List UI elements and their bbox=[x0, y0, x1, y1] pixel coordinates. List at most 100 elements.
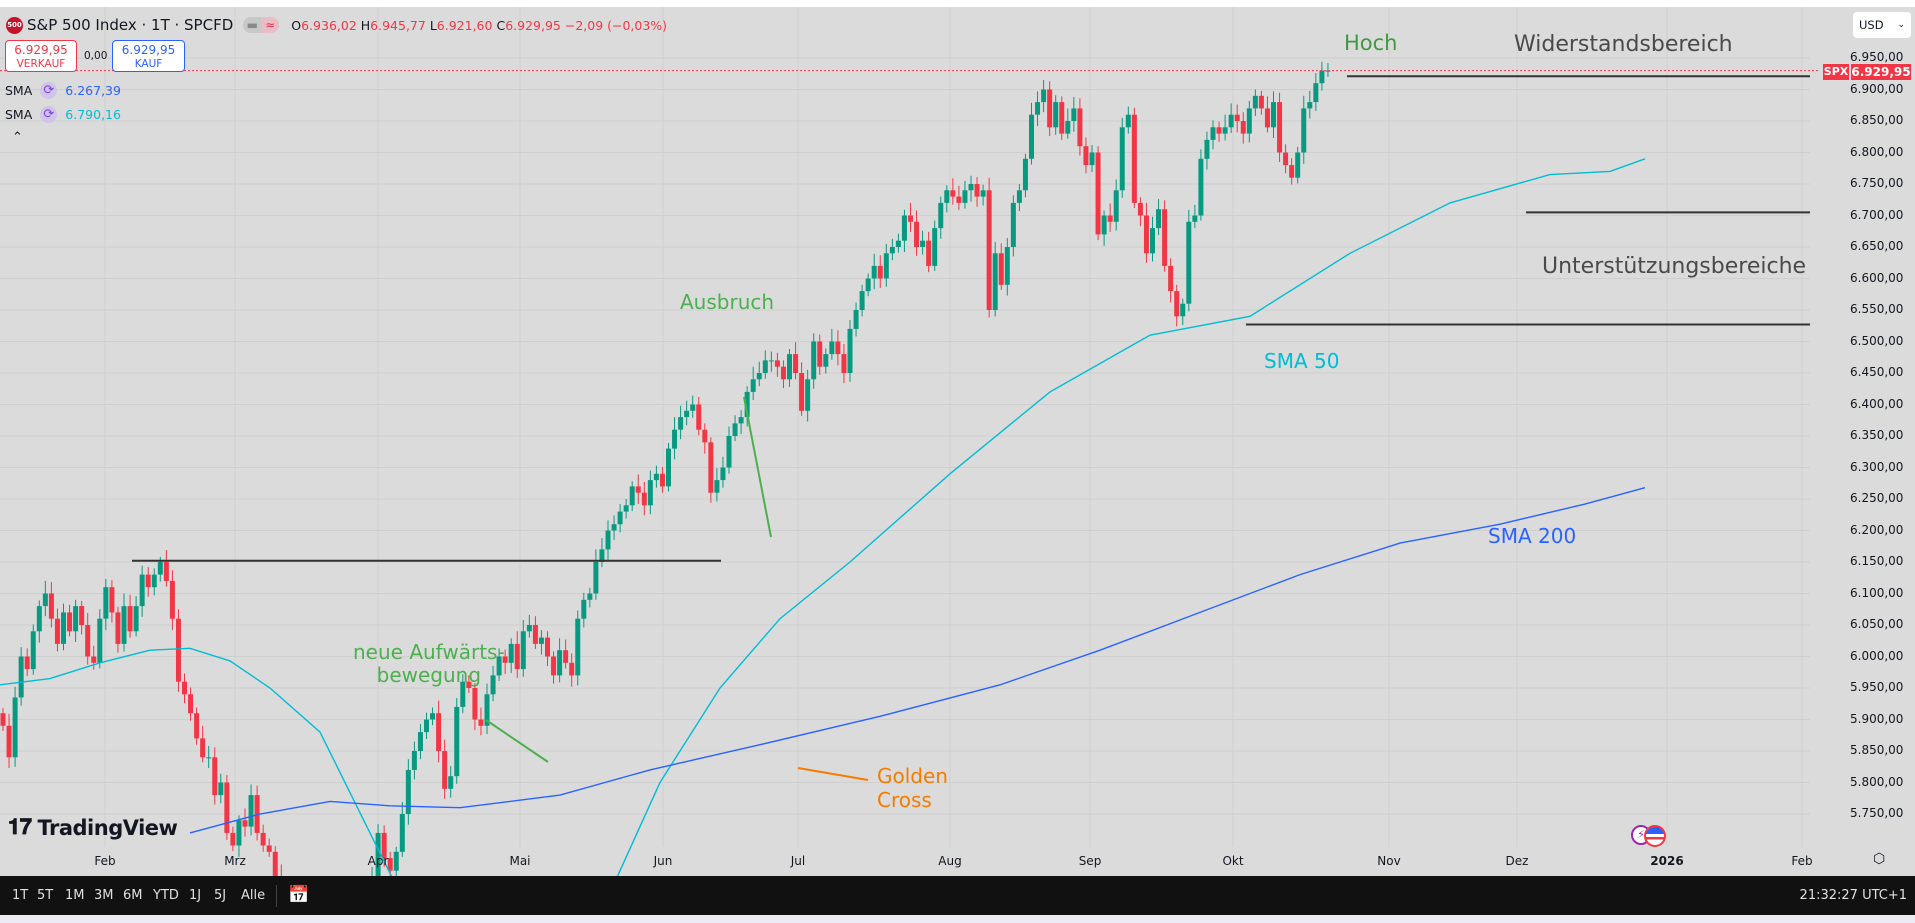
tradingview-logo[interactable]: 𝟏𝟕 TradingView bbox=[8, 815, 178, 840]
indicator-value: 6.790,16 bbox=[65, 107, 121, 122]
sell-button[interactable]: 6.929,95 VERKAUF bbox=[5, 40, 77, 72]
annotation-line-1: Golden bbox=[877, 764, 948, 788]
open-label: O bbox=[291, 17, 302, 33]
refresh-icon[interactable]: ⟳ bbox=[40, 106, 58, 123]
price-axis-label: 6.650,00 bbox=[1850, 239, 1904, 253]
tradingview-logo-text: TradingView bbox=[37, 815, 178, 840]
indicator-value: 6.267,39 bbox=[65, 83, 121, 98]
annotation-line-1: neue Aufwärts- bbox=[353, 640, 505, 664]
delayed-data-icon: ≈ bbox=[261, 17, 280, 33]
price-axis-label: 6.200,00 bbox=[1850, 522, 1904, 537]
indicator-sma-50[interactable]: SMA ⟳ 6.790,16 bbox=[5, 106, 121, 123]
range-alle[interactable]: Alle bbox=[241, 888, 266, 903]
range-5t[interactable]: 5T bbox=[37, 888, 54, 903]
chart-area[interactable] bbox=[0, 7, 1915, 876]
high-value: 6.945,77 bbox=[370, 17, 426, 33]
price-axis-label: 6.400,00 bbox=[1850, 396, 1904, 411]
price-axis-label: 6.700,00 bbox=[1850, 207, 1904, 222]
indicator-sma-200[interactable]: SMA ⟳ 6.267,39 bbox=[5, 82, 121, 99]
time-axis-label: Sep bbox=[1078, 854, 1102, 868]
price-axis-label: 6.150,00 bbox=[1850, 554, 1904, 568]
time-axis-label: Aug bbox=[938, 854, 962, 868]
price-axis-label: 6.000,00 bbox=[1850, 648, 1904, 663]
annotation-neue-aufwaertsbewegung[interactable]: neue Aufwärts- bewegung bbox=[353, 641, 505, 687]
price-tag-value: 6.929,95 bbox=[1851, 64, 1911, 80]
range-1t[interactable]: 1T bbox=[12, 888, 29, 903]
time-axis-label: Jul bbox=[790, 854, 806, 868]
annotation-widerstandsbereich[interactable]: Widerstandsbereich bbox=[1514, 32, 1733, 57]
time-axis-label: Apr bbox=[367, 854, 389, 868]
price-axis-label: 5.950,00 bbox=[1850, 680, 1904, 694]
annotation-sma-50[interactable]: SMA 50 bbox=[1264, 349, 1340, 373]
annotation-hoch[interactable]: Hoch bbox=[1344, 31, 1398, 55]
annotation-golden-cross[interactable]: Golden Cross bbox=[877, 764, 948, 812]
price-axis-label: 6.750,00 bbox=[1850, 176, 1904, 190]
range-1j[interactable]: 1J bbox=[189, 888, 202, 903]
price-axis-label: 6.550,00 bbox=[1850, 302, 1904, 316]
price-axis-label: 6.450,00 bbox=[1850, 365, 1904, 379]
price-axis-label: 5.800,00 bbox=[1850, 774, 1904, 789]
range-1m[interactable]: 1M bbox=[65, 888, 85, 903]
price-axis-label: 6.050,00 bbox=[1850, 617, 1904, 631]
price-axis-label: 6.900,00 bbox=[1850, 81, 1904, 96]
toolbar-divider bbox=[276, 885, 277, 907]
refresh-icon[interactable]: ⟳ bbox=[40, 82, 58, 99]
symbol-status-pill[interactable]: ▬ ≈ bbox=[243, 17, 280, 33]
low-value: 6.921,60 bbox=[436, 17, 493, 33]
annotation-unterstuetzungsbereiche[interactable]: Unterstützungsbereiche bbox=[1542, 254, 1807, 279]
price-axis-label: 5.750,00 bbox=[1850, 806, 1904, 820]
price-axis-label: 5.900,00 bbox=[1850, 711, 1904, 726]
time-axis-label: Feb bbox=[94, 854, 116, 868]
price-axis-label: 6.950,00 bbox=[1850, 50, 1904, 64]
indicator-name: SMA bbox=[5, 83, 33, 98]
close-label: C bbox=[496, 17, 506, 33]
currency-label: USD bbox=[1859, 18, 1884, 32]
time-axis-label: 2026 bbox=[1650, 854, 1684, 868]
buy-button[interactable]: 6.929,95 KAUF bbox=[112, 40, 185, 72]
buy-price: 6.929,95 bbox=[121, 43, 176, 57]
chart-settings-icon[interactable]: ⬡ bbox=[1873, 851, 1886, 867]
chart-legend: 500 S&P 500 Index · 1T · SPCFD ▬ ≈ O6.93… bbox=[6, 15, 667, 35]
sell-price: 6.929,95 bbox=[14, 43, 68, 57]
annotation-line-2: Cross bbox=[877, 788, 932, 812]
open-value: 6.936,02 bbox=[301, 17, 357, 33]
bottom-toolbar: 1T 5T 1M 3M 6M YTD 1J 5J Alle 📅 21:32:27… bbox=[0, 876, 1915, 915]
time-axis-label: Jun bbox=[653, 854, 673, 868]
range-3m[interactable]: 3M bbox=[94, 888, 114, 903]
time-axis-label: Nov bbox=[1377, 854, 1401, 868]
time-axis-label: Mai bbox=[509, 854, 531, 868]
market-closed-icon: ▬ bbox=[243, 17, 262, 33]
change-value: −2,09 (−0,03%) bbox=[564, 17, 668, 33]
currency-select[interactable]: USD ⌄ bbox=[1853, 12, 1911, 38]
us-flag-event-icon[interactable] bbox=[1644, 825, 1666, 847]
symbol-logo-icon: 500 bbox=[6, 16, 23, 34]
price-tag-symbol: SPX bbox=[1823, 64, 1849, 80]
price-axis-label: 6.800,00 bbox=[1850, 144, 1904, 159]
symbol-title[interactable]: S&P 500 Index · 1T · SPCFD bbox=[27, 16, 234, 34]
annotation-line-2: bewegung bbox=[376, 663, 482, 687]
time-axis-label: Feb bbox=[1791, 854, 1813, 868]
price-chart[interactable] bbox=[0, 7, 1915, 876]
spread-value: 0,00 bbox=[84, 50, 108, 62]
price-axis-label: 6.100,00 bbox=[1850, 585, 1904, 600]
price-axis-label: 6.850,00 bbox=[1850, 113, 1904, 127]
go-to-date-icon[interactable]: 📅 bbox=[288, 885, 310, 905]
price-axis-label: 6.250,00 bbox=[1850, 491, 1904, 505]
range-6m[interactable]: 6M bbox=[123, 888, 143, 903]
time-axis-label: Mrz bbox=[224, 854, 246, 868]
price-axis-label: 6.300,00 bbox=[1850, 459, 1904, 474]
range-5j[interactable]: 5J bbox=[214, 888, 227, 903]
range-ytd[interactable]: YTD bbox=[153, 888, 179, 903]
clock-timezone[interactable]: 21:32:27 UTC+1 bbox=[1799, 888, 1907, 903]
time-axis-label: Okt bbox=[1222, 854, 1244, 868]
price-axis-label: 5.850,00 bbox=[1850, 743, 1904, 757]
annotation-ausbruch[interactable]: Ausbruch bbox=[680, 290, 775, 314]
economic-events[interactable]: ⚡ bbox=[1631, 825, 1669, 847]
annotation-sma-200[interactable]: SMA 200 bbox=[1488, 524, 1577, 548]
price-axis-label: 6.600,00 bbox=[1850, 270, 1904, 285]
low-label: L bbox=[429, 17, 437, 33]
chevron-up-icon[interactable]: ⌃ bbox=[12, 130, 23, 145]
price-axis-label: 6.350,00 bbox=[1850, 428, 1904, 442]
buy-label: KAUF bbox=[134, 58, 163, 70]
time-axis-label: Dez bbox=[1505, 854, 1529, 868]
